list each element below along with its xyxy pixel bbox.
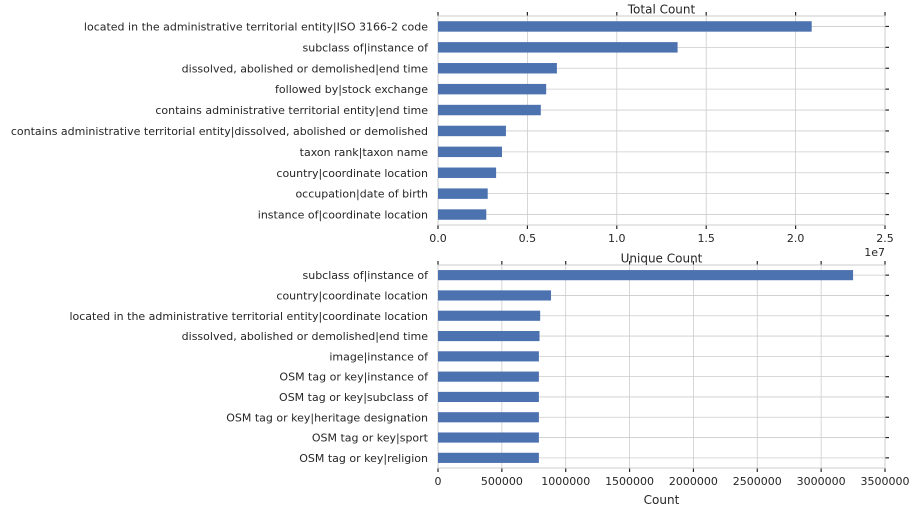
category-label: subclass of|instance of (303, 41, 430, 54)
bar (438, 432, 539, 443)
x-tick-label: 1000000 (541, 475, 590, 488)
chart-title: Total Count (627, 3, 696, 17)
x-tick-label: 0 (435, 475, 442, 488)
x-tick-label: 3000000 (797, 475, 846, 488)
x-tick-label: 2.0 (787, 232, 805, 245)
bar (438, 167, 497, 178)
bar (438, 371, 539, 382)
category-label: located in the administrative territoria… (69, 310, 428, 323)
category-label: subclass of|instance of (303, 269, 430, 282)
axis-offset-label: 1e7 (864, 246, 885, 259)
chart-title: Unique Count (621, 252, 703, 266)
plot-area (437, 264, 886, 469)
category-label: image|instance of (329, 350, 429, 363)
category-label: dissolved, abolished or demolished|end t… (182, 330, 429, 343)
x-tick-label: 3500000 (861, 475, 910, 488)
category-label: instance of|coordinate location (258, 209, 428, 222)
x-tick-label: 1500000 (605, 475, 654, 488)
bar (438, 63, 557, 74)
x-tick-label: 1.5 (697, 232, 715, 245)
bar (438, 125, 506, 137)
bar (438, 104, 541, 116)
plot-area (437, 15, 886, 226)
x-tick-label: 2500000 (733, 475, 782, 488)
category-label: country|coordinate location (276, 289, 428, 302)
bar (438, 42, 678, 53)
bar (438, 351, 539, 362)
bar (438, 146, 503, 158)
category-label: dissolved, abolished or demolished|end t… (182, 62, 429, 75)
bar (438, 83, 547, 95)
x-tick-label: 2000000 (669, 475, 718, 488)
bar (438, 310, 541, 321)
x-tick-label: 0.5 (519, 232, 537, 245)
category-label: contains administrative territorial enti… (11, 125, 428, 138)
category-label: OSM tag or key|instance of (279, 371, 429, 384)
category-label: OSM tag or key|religion (299, 452, 428, 465)
bar (438, 330, 540, 342)
bar (438, 391, 539, 403)
category-label: OSM tag or key|heritage designation (226, 411, 428, 424)
category-label: occupation|date of birth (295, 188, 428, 201)
bar (438, 188, 488, 199)
category-label: OSM tag or key|sport (312, 432, 429, 445)
category-label: taxon rank|taxon name (300, 146, 429, 159)
x-tick-label: 2.5 (876, 232, 894, 245)
category-label: followed by|stock exchange (275, 83, 428, 96)
x-tick-label: 500000 (481, 475, 523, 488)
category-label: OSM tag or key|subclass of (279, 391, 429, 404)
x-tick-label: 0.0 (429, 232, 447, 245)
category-label: contains administrative territorial enti… (155, 104, 428, 117)
bar (438, 21, 812, 32)
bar (438, 452, 539, 463)
bar (438, 412, 539, 423)
x-axis-label: Count (644, 493, 680, 507)
category-label: country|coordinate location (276, 167, 428, 180)
bar (438, 270, 854, 281)
bar (438, 290, 552, 301)
bar (438, 209, 487, 220)
x-tick-label: 1.0 (608, 232, 626, 245)
category-label: located in the administrative territoria… (84, 20, 428, 33)
